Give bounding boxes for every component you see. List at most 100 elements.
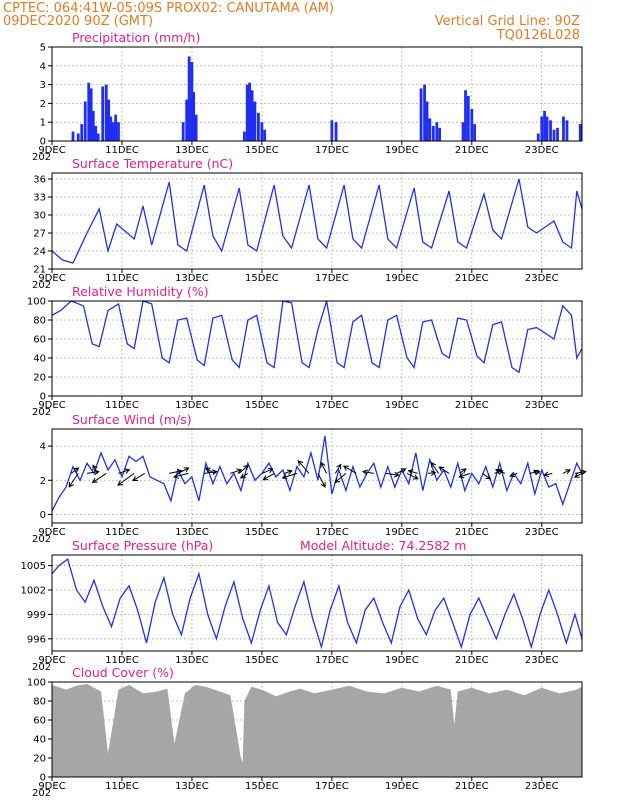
- precip-bar: [435, 122, 439, 141]
- wind-vector-arrow: [494, 469, 504, 475]
- x-tick-label: 9DEC: [38, 655, 65, 666]
- x-tick-label: 23DEC: [525, 781, 559, 792]
- precip-bar: [114, 114, 118, 141]
- rh-series-line: [51, 300, 583, 374]
- x-tick-label: 19DEC: [385, 145, 419, 156]
- pressure-title: Surface Pressure (hPa): [72, 538, 213, 553]
- y-tick-label: 40: [33, 354, 46, 365]
- precip-bar: [549, 120, 552, 141]
- wind-vector-arrow: [459, 468, 467, 474]
- precip-bar: [334, 122, 338, 141]
- y-tick-label: 0: [40, 773, 46, 784]
- x-tick-label: 23DEC: [525, 527, 559, 538]
- y-tick-label: 999: [27, 610, 46, 621]
- wind-vector-arrow: [204, 467, 215, 474]
- x-tick-label: 11DEC: [105, 527, 139, 538]
- y-tick-label: 3: [40, 80, 46, 91]
- wind-vector-arrow: [262, 472, 275, 481]
- y-tick-label: 1: [40, 118, 46, 129]
- cloud-cover-panel: 9DEC 11DEC 13DEC 15DEC 17DEC 19DEC 21DEC 23DEC 2…: [27, 678, 583, 799]
- wind-vector-arrow: [495, 468, 506, 475]
- x-tick-label: 15DEC: [245, 273, 279, 284]
- x-tick-label: 21DEC: [455, 145, 489, 156]
- precip-bar: [540, 116, 544, 141]
- precip-bar: [260, 122, 264, 141]
- wind-vector-arrow: [574, 469, 587, 476]
- wind-vector-arrow: [172, 472, 189, 479]
- precip-bar: [565, 120, 569, 141]
- wind-vector-arrow: [430, 461, 440, 474]
- x-year-label: 202: [32, 662, 51, 673]
- x-tick-label: 9DEC: [38, 781, 65, 792]
- wind-vector-arrow: [396, 468, 407, 474]
- x-tick-label: 19DEC: [385, 527, 419, 538]
- humidity-panel: 9DEC 11DEC 13DEC 15DEC 17DEC 19DEC 21DEC 23DEC 2…: [27, 297, 583, 418]
- precip-bar: [562, 116, 565, 141]
- precip-bar: [545, 116, 549, 141]
- x-tick-label: 9DEC: [38, 145, 65, 156]
- x-tick-label: 23DEC: [525, 273, 559, 284]
- wind-vector-arrow: [297, 459, 310, 474]
- precip-bar: [117, 122, 120, 141]
- x-tick-label: 13DEC: [175, 273, 209, 284]
- precip-bar: [80, 124, 84, 141]
- precip-bar: [243, 131, 246, 141]
- wind-vector-arrow: [132, 472, 145, 482]
- y-tick-label: 27: [33, 229, 46, 240]
- panel-frame: [51, 554, 583, 652]
- x-tick-label: 9DEC: [38, 527, 65, 538]
- precip-bar: [187, 56, 191, 141]
- x-tick-label: 17DEC: [315, 273, 349, 284]
- wind-vector-arrow: [438, 466, 450, 474]
- precip-bar: [431, 125, 435, 141]
- wind-vector-arrow: [342, 465, 357, 474]
- x-tick-label: 21DEC: [455, 527, 489, 538]
- x-tick-label: 19DEC: [385, 400, 419, 411]
- y-tick-label: 30: [33, 211, 46, 222]
- humidity-title: Relative Humidity (%): [72, 284, 209, 299]
- x-tick-label: 11DEC: [105, 781, 139, 792]
- precip-bar: [96, 133, 100, 141]
- x-tick-label: 19DEC: [385, 655, 419, 666]
- panel-frame: [51, 300, 583, 397]
- x-tick-label: 9DEC: [38, 273, 65, 284]
- x-tick-label: 15DEC: [245, 527, 279, 538]
- x-tick-label: 13DEC: [175, 400, 209, 411]
- temperature-panel: 9DEC 11DEC 13DEC 15DEC 17DEC 19DEC 21DEC 23DEC 2…: [32, 172, 583, 291]
- x-tick-label: 23DEC: [525, 400, 559, 411]
- x-tick-label: 11DEC: [105, 400, 139, 411]
- y-tick-label: 20: [33, 754, 46, 765]
- panel-frame: [51, 172, 583, 270]
- wind-vector-arrow: [239, 472, 249, 479]
- x-tick-label: 13DEC: [175, 145, 209, 156]
- precip-bar: [101, 86, 105, 141]
- y-tick-label: 2: [40, 99, 46, 110]
- x-tick-label: 21DEC: [455, 655, 489, 666]
- precip-bar: [181, 122, 185, 141]
- header-station: CPTEC: 064:41W-05:09S PROX02: CANUTAMA (…: [3, 1, 334, 16]
- precip-bar: [556, 127, 559, 141]
- y-tick-label: 1005: [21, 561, 46, 572]
- pres-series-line: [51, 558, 583, 650]
- cloud-cover-title: Cloud Cover (%): [72, 665, 174, 680]
- y-tick-label: 40: [33, 735, 46, 746]
- y-tick-label: 80: [33, 316, 46, 327]
- panel-frame: [51, 428, 583, 524]
- x-tick-label: 19DEC: [385, 273, 419, 284]
- wind-vector-arrow: [334, 473, 347, 484]
- precip-bar: [194, 114, 198, 141]
- panel-frame: [51, 681, 583, 778]
- x-tick-label: 21DEC: [455, 273, 489, 284]
- x-tick-label: 17DEC: [315, 781, 349, 792]
- wind-vector-arrow: [177, 467, 190, 474]
- y-tick-label: 996: [27, 634, 46, 645]
- y-tick-label: 0: [40, 137, 46, 148]
- wind-series-line: [51, 435, 583, 512]
- y-tick-label: 100: [27, 297, 46, 308]
- y-tick-label: 60: [33, 716, 46, 727]
- x-tick-label: 13DEC: [175, 655, 209, 666]
- y-tick-label: 20: [33, 373, 46, 384]
- x-tick-label: 21DEC: [455, 781, 489, 792]
- x-year-label: 202: [32, 280, 51, 291]
- wind-vector-arrow: [281, 472, 298, 480]
